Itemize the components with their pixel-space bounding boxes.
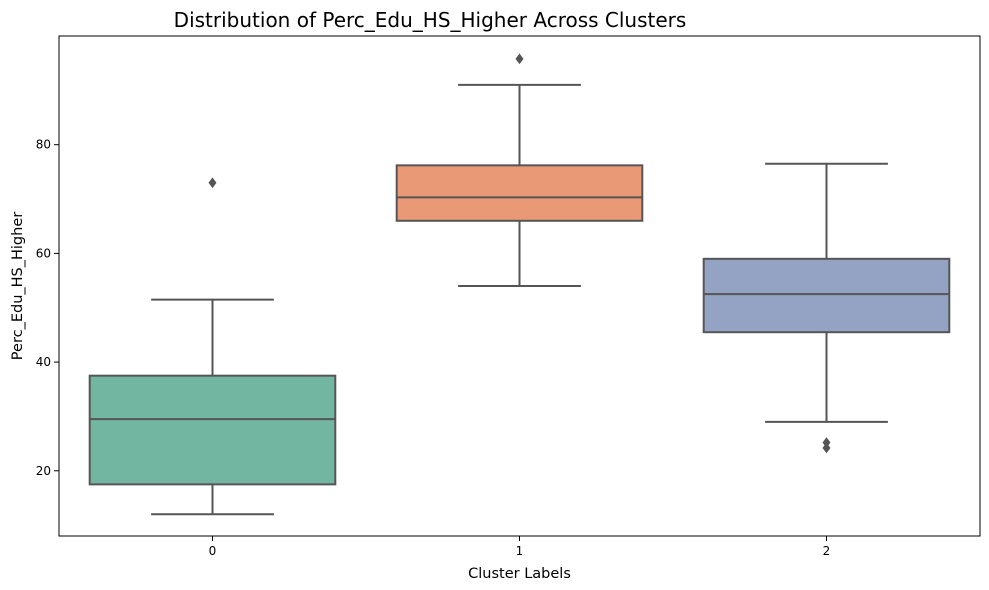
box-iqr: [88, 374, 337, 486]
box-iqr: [395, 164, 644, 222]
y-tick-label-80: 80: [36, 138, 51, 152]
box-group-1: [395, 53, 644, 287]
box-group-2: [702, 162, 951, 454]
plot-frame: [58, 35, 981, 537]
y-axis-label: Perc_Edu_HS_Higher: [10, 212, 26, 360]
y-axis: 20 40 60 80: [36, 138, 59, 478]
boxes-layer: [88, 53, 951, 516]
x-axis: 0 1 2: [209, 536, 831, 558]
outlier-point: [208, 177, 217, 189]
box-group-0: [88, 177, 337, 516]
x-tick-label-1: 1: [516, 544, 524, 558]
outlier-point: [515, 53, 524, 65]
x-axis-label: Cluster Labels: [468, 566, 571, 582]
box-iqr: [702, 257, 951, 334]
y-tick-label-60: 60: [36, 246, 51, 260]
x-tick-label-0: 0: [209, 544, 217, 558]
chart-title: Distribution of Perc_Edu_HS_Higher Acros…: [174, 8, 687, 32]
y-tick-label-40: 40: [36, 355, 51, 369]
y-tick-label-20: 20: [36, 464, 51, 478]
x-tick-label-2: 2: [823, 544, 831, 558]
outlier-point: [822, 442, 831, 454]
